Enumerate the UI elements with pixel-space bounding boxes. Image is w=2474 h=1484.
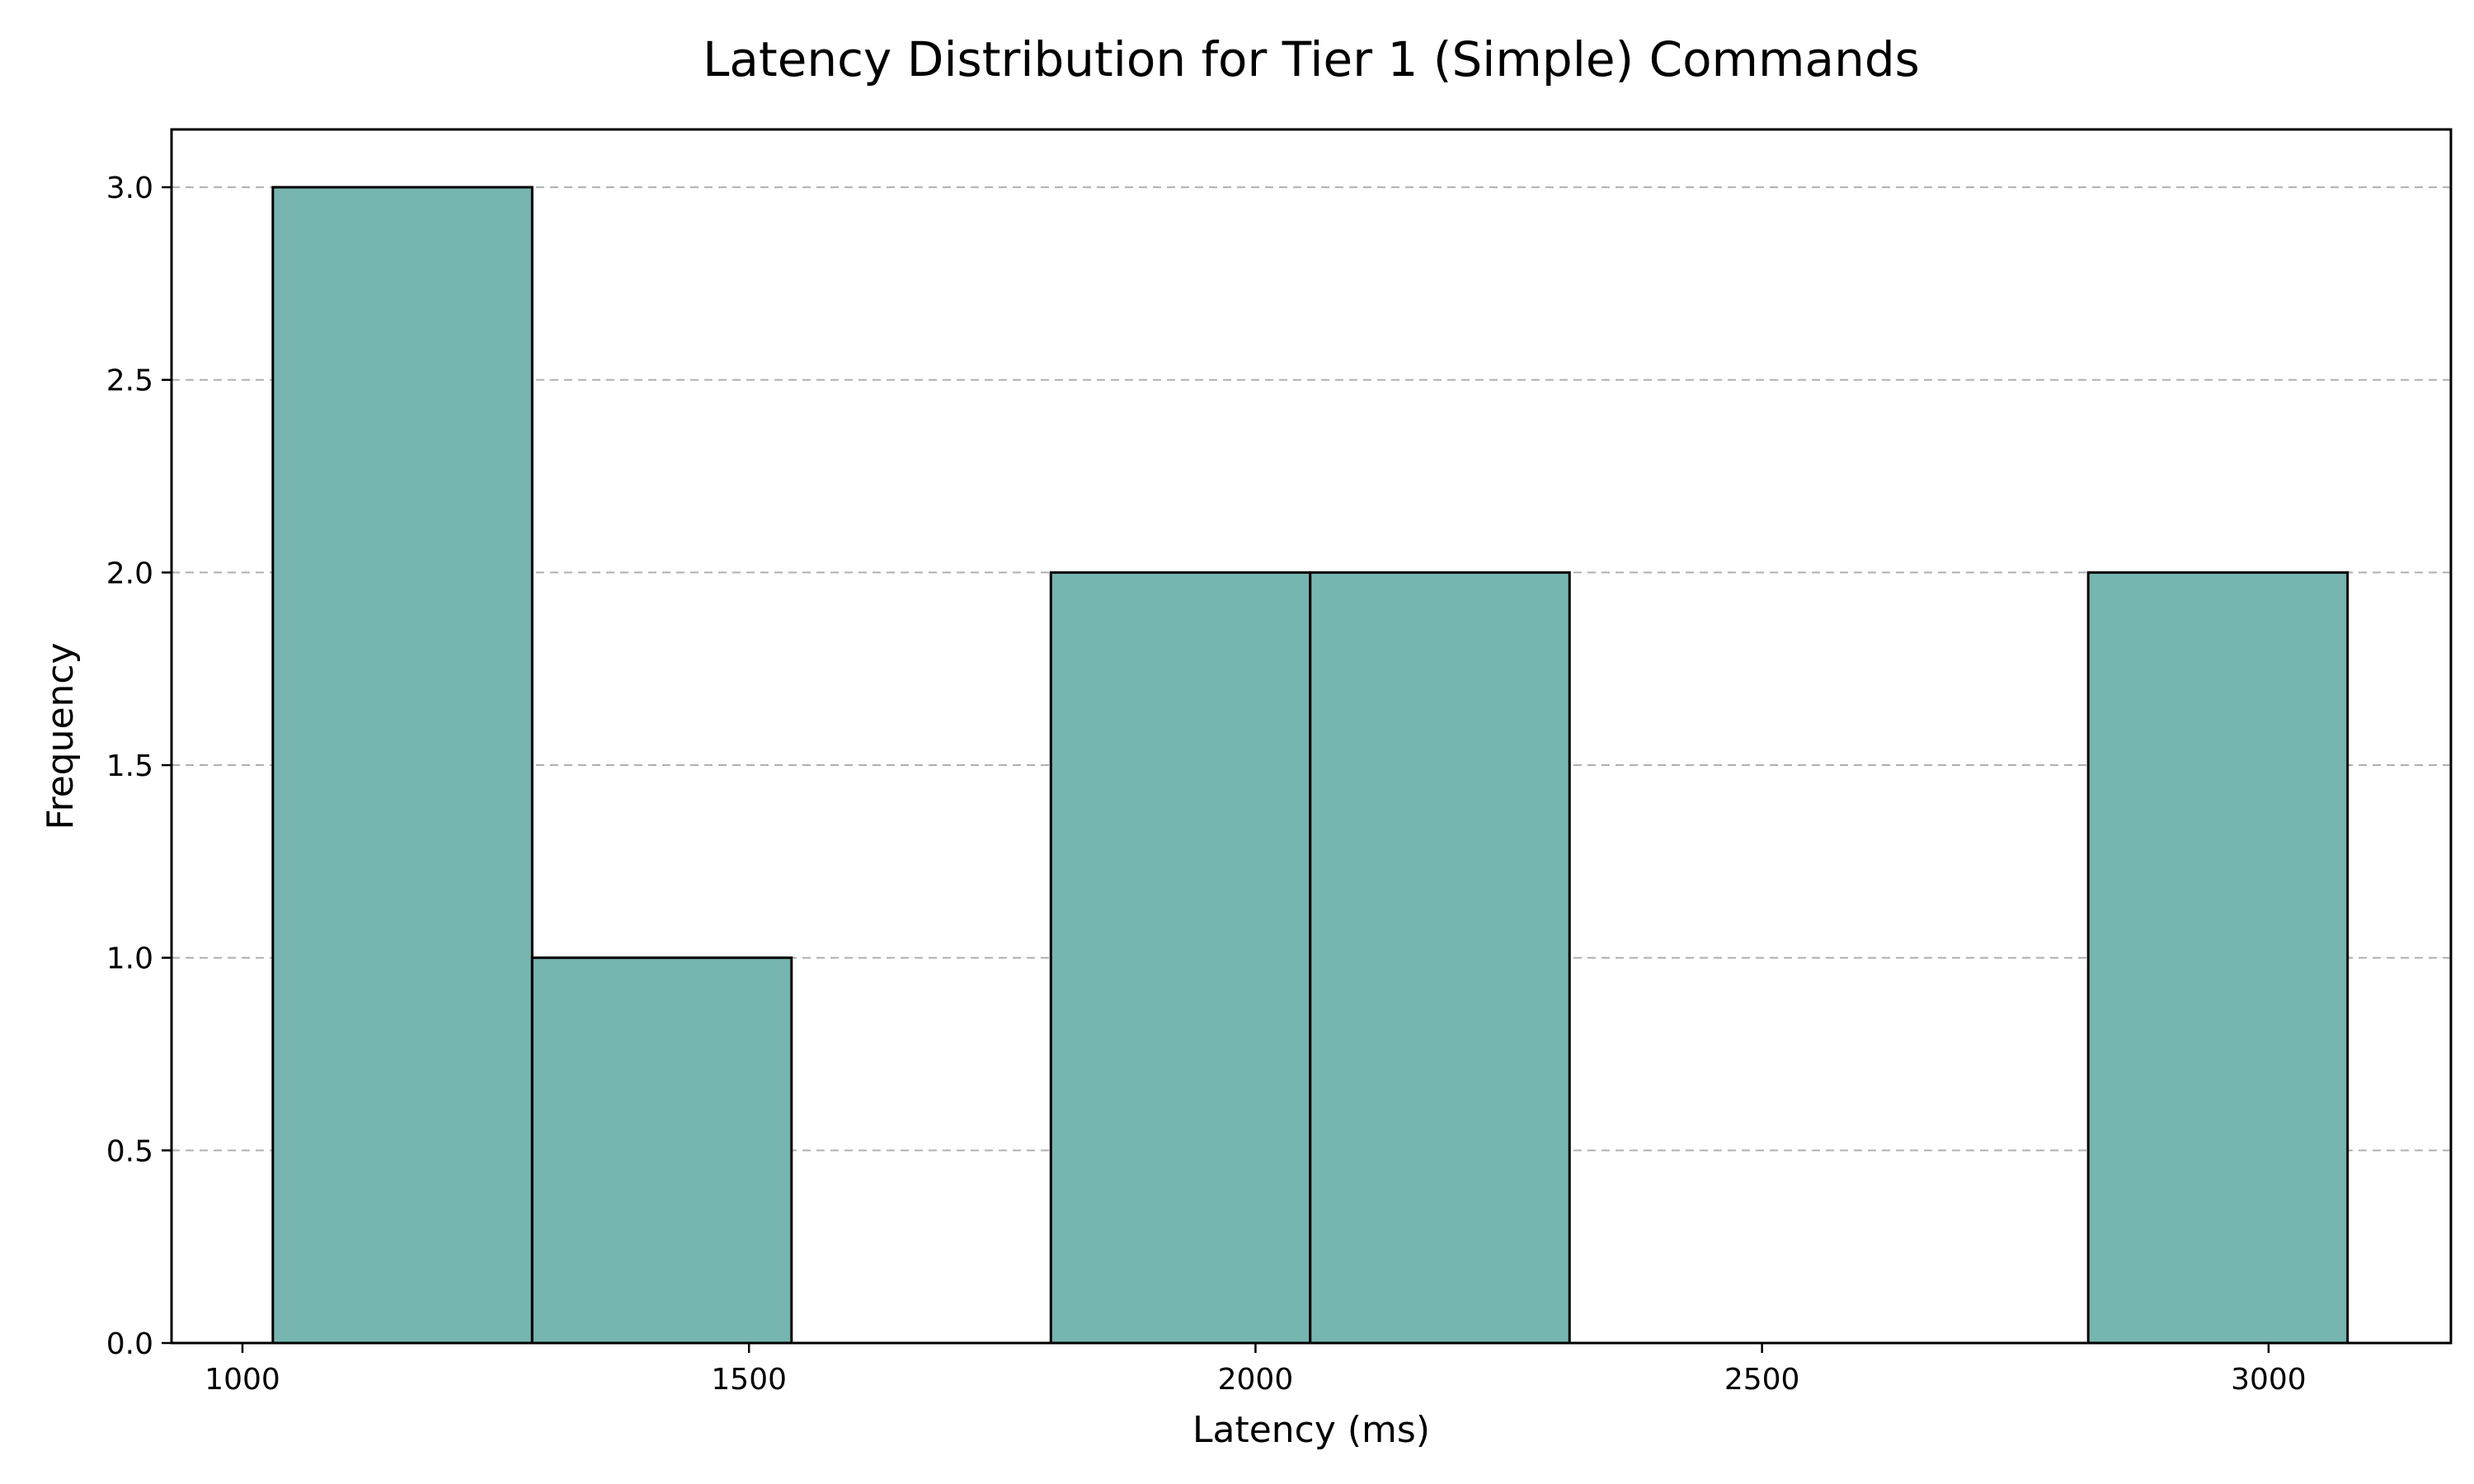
histogram-bar	[530, 956, 793, 1345]
y-tick-label: 2.5	[106, 364, 153, 398]
y-axis-ticks: 0.0 0.5 1.0 1.5 2.0 2.5 3.0	[106, 171, 172, 1361]
y-tick-label: 0.0	[106, 1327, 153, 1361]
x-tick-label: 3000	[2231, 1363, 2307, 1397]
chart-title: Latency Distribution for Tier 1 (Simple)…	[703, 31, 1920, 87]
x-tick-label: 1500	[711, 1363, 787, 1397]
x-axis-label: Latency (ms)	[1192, 1409, 1430, 1451]
histogram-bar	[1049, 571, 1312, 1345]
y-axis-label: Frequency	[40, 642, 82, 829]
bars	[271, 186, 2349, 1345]
y-tick-label: 2.0	[106, 556, 153, 590]
x-axis-ticks: 1000 1500 2000 2500 3000	[205, 1343, 2307, 1397]
histogram-bar	[1309, 571, 1571, 1345]
y-tick-label: 1.5	[106, 749, 153, 783]
x-tick-label: 2500	[1724, 1363, 1800, 1397]
plot-frame	[170, 128, 2453, 1345]
y-tick-label: 0.5	[106, 1134, 153, 1168]
histogram-bar	[2086, 571, 2349, 1345]
y-tick-label: 3.0	[106, 171, 153, 205]
x-tick-label: 1000	[205, 1363, 280, 1397]
y-tick-label: 1.0	[106, 942, 153, 976]
x-tick-label: 2000	[1218, 1363, 1294, 1397]
histogram-bar	[271, 186, 534, 1345]
